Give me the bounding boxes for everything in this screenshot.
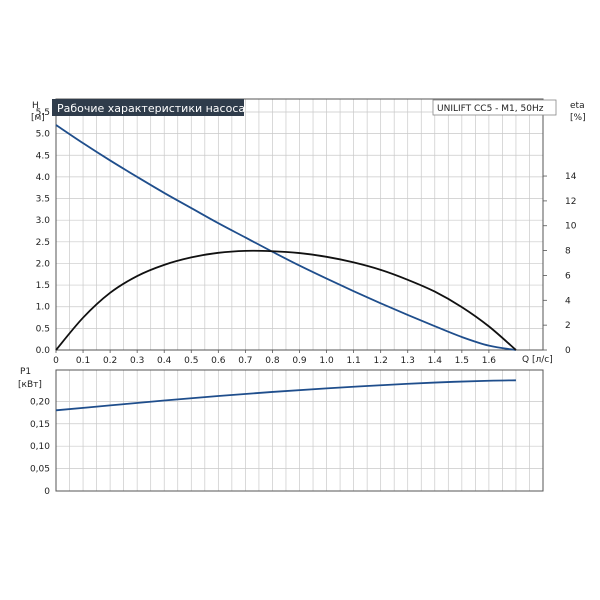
x-tick-label: 0.3 <box>130 356 144 366</box>
head-tick-label: 1.5 <box>36 281 50 291</box>
tick-labels: 0 0.1 0.2 0.3 0.4 0.5 0.6 0.7 0.8 0.9 1.0 1.1 1.2 1.3… <box>30 108 577 497</box>
model-label: UNILIFT CC5 - M1, 50Hz <box>437 104 544 114</box>
eta-tick-label: 0 <box>565 346 571 356</box>
power-tick-label: 0,05 <box>30 465 50 475</box>
x-tick-label: 1.3 <box>401 356 415 366</box>
eta-tick-label: 10 <box>565 222 577 232</box>
x-tick-label: 1.2 <box>374 356 388 366</box>
head-tick-label: 3.0 <box>36 216 51 226</box>
x-tick-label: 0.4 <box>157 356 172 366</box>
head-tick-label: 3.5 <box>36 195 50 205</box>
x-tick-label: 1.6 <box>482 356 497 366</box>
power-tick-label: 0,10 <box>30 442 50 452</box>
x-tick-label: 1.5 <box>455 356 469 366</box>
eta-tick-label: 4 <box>565 296 571 306</box>
power-panel-grid <box>56 370 543 491</box>
eta-tick-label: 12 <box>565 197 576 207</box>
head-tick-label: 0.5 <box>36 324 50 334</box>
power-axis-label: P1 <box>20 367 31 377</box>
head-panel-grid <box>56 99 543 350</box>
x-tick-label: 0.9 <box>292 356 307 366</box>
curves <box>55 124 517 412</box>
head-tick-label: 2.5 <box>36 238 50 248</box>
head-tick-label: 5.0 <box>36 130 51 140</box>
chart-title: Рабочие характеристики насоса <box>57 102 245 115</box>
eta-axis-unit: [%] <box>570 113 586 123</box>
title-box <box>52 99 244 116</box>
head-tick-label: 0.0 <box>36 346 51 356</box>
power-tick-label: 0,20 <box>30 397 50 407</box>
x-tick-label: 0.5 <box>184 356 198 366</box>
x-tick-label: 0.6 <box>211 356 226 366</box>
power-tick-label: 0,15 <box>30 420 50 430</box>
head-curve <box>55 124 517 351</box>
flow-axis-label: Q [л/с] <box>522 355 553 365</box>
head-axis-unit: [м] <box>31 113 45 123</box>
power-curve <box>55 379 516 412</box>
eta-tick-label: 2 <box>565 321 571 331</box>
x-tick-label: 0.1 <box>76 356 90 366</box>
x-tick-label: 0.8 <box>265 356 280 366</box>
head-tick-label: 4.5 <box>36 151 50 161</box>
x-tick-label: 1.1 <box>346 356 360 366</box>
eta-tick-label: 14 <box>565 172 577 182</box>
power-tick-label: 0 <box>44 487 50 497</box>
eta-tick-label: 8 <box>565 247 571 257</box>
x-tick-label: 0 <box>53 356 59 366</box>
x-tick-label: 1.4 <box>428 356 443 366</box>
head-tick-label: 5.5 <box>36 108 50 118</box>
x-tick-label: 1.0 <box>319 356 334 366</box>
head-axis-label: H <box>32 101 39 111</box>
power-axis-unit: [кВт] <box>18 380 42 390</box>
model-box <box>432 99 557 116</box>
x-tick-label: 0.7 <box>238 356 252 366</box>
head-tick-label: 2.0 <box>36 259 51 269</box>
eta-axis-label: eta <box>570 101 585 111</box>
efficiency-curve <box>55 249 517 351</box>
head-tick-label: 4.0 <box>36 173 51 183</box>
x-tick-label: 0.2 <box>103 356 117 366</box>
eta-tick-label: 6 <box>565 271 571 281</box>
head-tick-label: 1.0 <box>36 303 51 313</box>
power-panel-frame <box>55 369 544 492</box>
